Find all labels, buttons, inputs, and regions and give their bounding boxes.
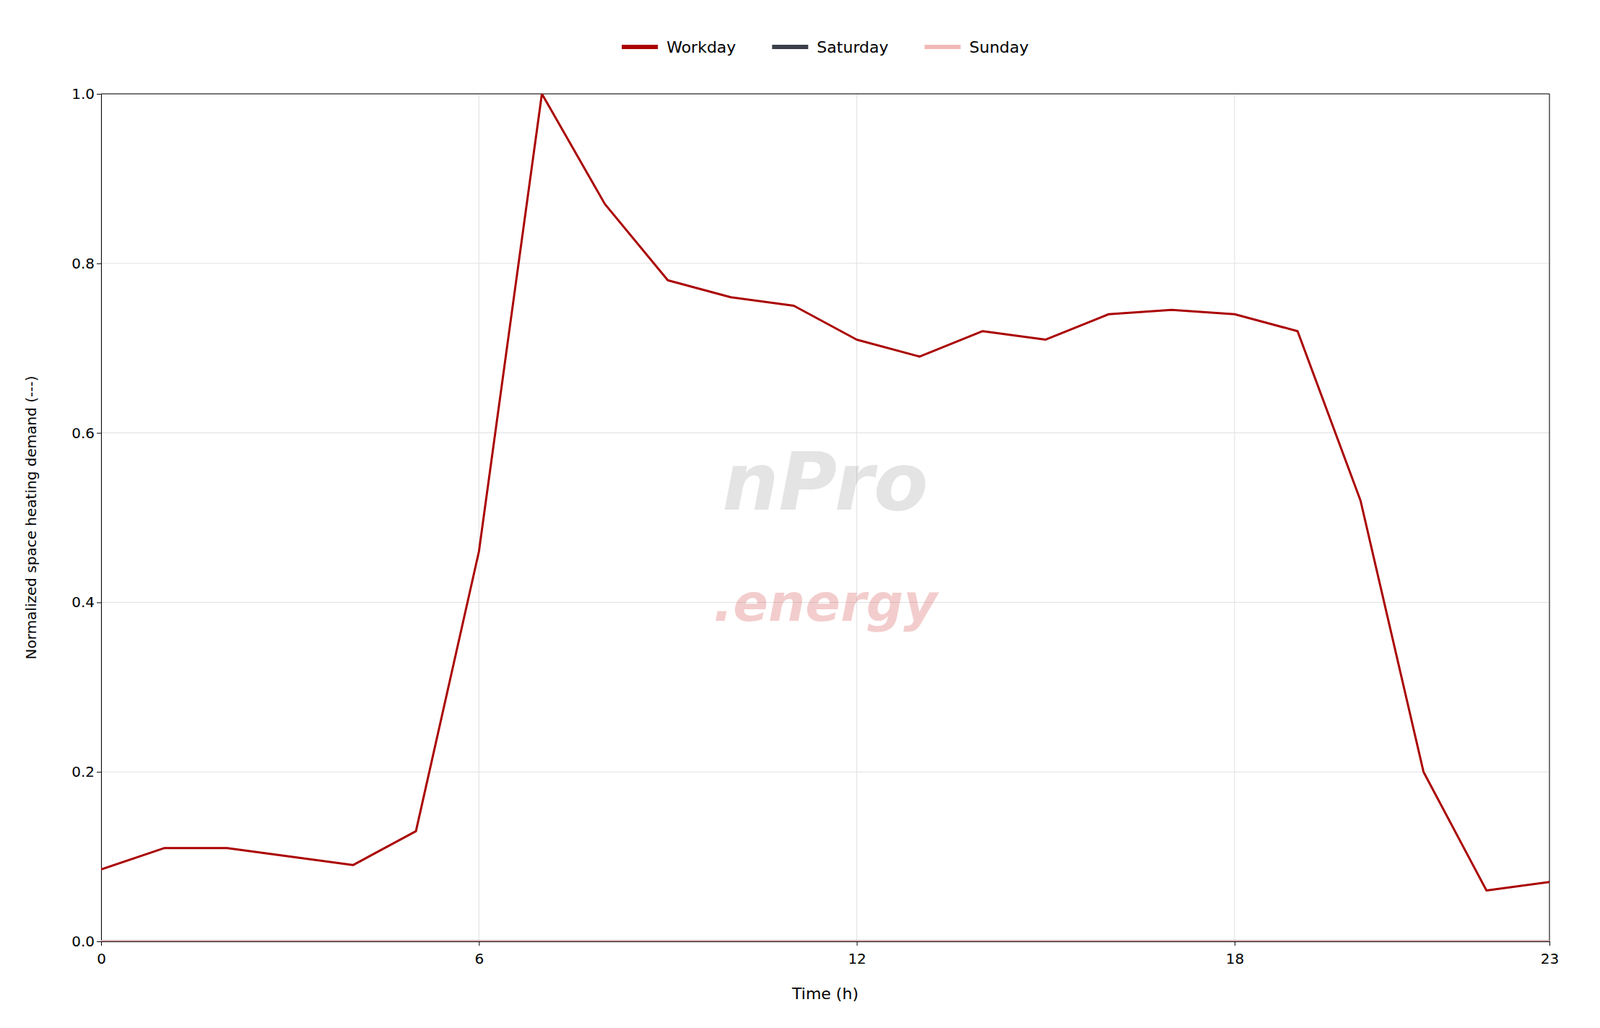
tick: 0.8: [71, 254, 102, 273]
series-line: [101, 93, 1550, 891]
tick-mark: [96, 433, 102, 434]
tick: 0.2: [71, 763, 102, 781]
frame-line: [101, 93, 1550, 95]
tick: 0: [96, 941, 107, 968]
tick-label: 6: [474, 950, 484, 968]
y-axis-title: Normalized space heating demand (---): [22, 376, 40, 660]
tick-label: 23: [1540, 950, 1559, 968]
tick-label: 18: [1225, 950, 1245, 968]
grid-line: [101, 432, 1550, 434]
legend-label: Workday: [666, 38, 736, 57]
tick-mark: [96, 93, 102, 95]
legend-swatch: [924, 44, 962, 50]
tick: 0.0: [71, 932, 102, 951]
legend-item: Workday: [621, 38, 736, 57]
tick-mark: [1549, 941, 1551, 946]
axis-line: [101, 941, 1551, 943]
tick-mark: [96, 941, 102, 943]
grid: [101, 93, 1550, 942]
tick: 6: [474, 941, 484, 968]
tick: 18: [1225, 941, 1245, 968]
plot: 0 6 12 18 23 0.0 0.2 0.4 0.6 0.8 1.0 nPro .energy: [71, 85, 1559, 968]
grid-line: [101, 93, 1550, 95]
grid-line: [101, 771, 1550, 773]
tick-label: 0.4: [71, 593, 95, 611]
x-axis-title: Time (h): [791, 984, 859, 1003]
tick-label: 1.0: [71, 85, 95, 103]
y-axis: 0.0 0.2 0.4 0.6 0.8 1.0: [71, 85, 102, 951]
frame-line: [1549, 93, 1551, 942]
tick-label: 0.0: [71, 932, 95, 951]
tick: 23: [1540, 941, 1559, 968]
tick-mark: [96, 263, 102, 265]
tick-mark: [478, 941, 480, 946]
tick-label: 0.2: [71, 763, 95, 781]
annotation: nPro: [722, 436, 928, 529]
tick: 1.0: [71, 85, 102, 103]
tick-mark: [1234, 941, 1236, 946]
legend-item: Sunday: [924, 38, 1029, 57]
tick: 12: [847, 941, 866, 968]
grid-line: [101, 941, 1550, 943]
grid-line: [101, 262, 1550, 264]
series-group: [101, 93, 1550, 942]
legend-swatch: [771, 44, 808, 50]
tick-label: 0.8: [71, 254, 95, 273]
axis-line: [101, 94, 102, 943]
annotation: .energy: [713, 572, 940, 634]
tick-mark: [96, 602, 102, 603]
tick: 0.6: [71, 424, 102, 442]
grid-line: [101, 93, 102, 942]
legend-label: Sunday: [969, 38, 1029, 57]
series-line: [101, 940, 1550, 943]
grid-line: [478, 93, 480, 942]
tick: 0.4: [71, 593, 102, 611]
grid-line: [1233, 93, 1235, 942]
x-axis: 0 6 12 18 23: [96, 941, 1559, 968]
tick-mark: [96, 771, 102, 773]
tick-label: 0.6: [71, 424, 95, 442]
chart: 0 6 12 18 23 0.0 0.2 0.4 0.6 0.8 1.0 nPro .energy Tim…: [0, 0, 1600, 1028]
legend-swatch: [621, 44, 658, 50]
tick-label: 0: [96, 950, 107, 968]
legend: Workday Saturday Sunday: [621, 38, 1029, 57]
tick-mark: [101, 941, 102, 946]
tick-mark: [857, 941, 858, 946]
tick-label: 12: [847, 950, 866, 968]
legend-item: Saturday: [771, 38, 889, 57]
series-line: [101, 940, 1550, 943]
legend-label: Saturday: [816, 38, 889, 57]
grid-line: [1549, 93, 1551, 942]
